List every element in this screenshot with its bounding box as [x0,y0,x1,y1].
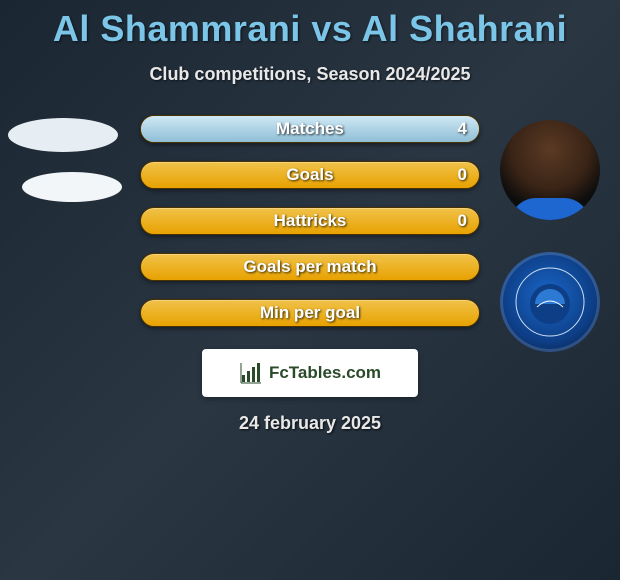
footer-date: 24 february 2025 [0,413,620,434]
stat-bar-label: Hattricks [274,211,347,231]
page-subtitle: Club competitions, Season 2024/2025 [0,64,620,85]
bar-chart-icon [239,361,263,385]
stat-bar-label: Matches [276,119,344,139]
branding-text: FcTables.com [269,363,381,383]
stat-bar-label: Goals [286,165,333,185]
stat-bar: Goals 0 [140,161,480,189]
branding-box: FcTables.com [202,349,418,397]
alhilal-badge-icon [515,267,585,337]
stat-bar: Matches 4 [140,115,480,143]
page-title: Al Shammrani vs Al Shahrani [0,0,620,50]
stat-bar: Min per goal [140,299,480,327]
left-player-placeholder [8,118,122,202]
stat-bar: Goals per match [140,253,480,281]
club-logo-2 [500,252,600,352]
stat-bar: Hattricks 0 [140,207,480,235]
stat-bar-value: 0 [458,211,467,231]
club-logo-placeholder-1 [22,172,122,202]
player-photo-2 [500,120,600,220]
stat-bar-value: 0 [458,165,467,185]
stat-bar-value: 4 [458,119,467,139]
player-photo-placeholder-1 [8,118,118,152]
stat-bar-label: Goals per match [243,257,376,277]
stat-bar-label: Min per goal [260,303,360,323]
